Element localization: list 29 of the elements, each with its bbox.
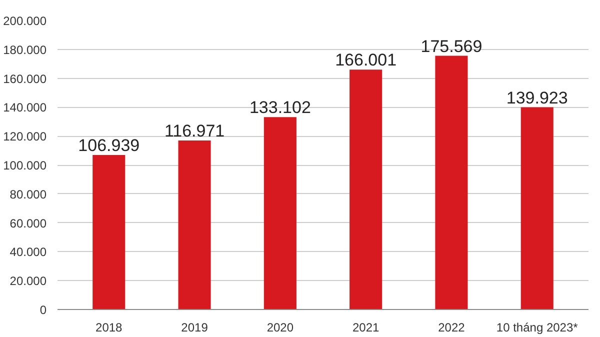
x-tick-label: 2019 [181, 320, 208, 334]
x-tick-label: 2020 [266, 320, 294, 334]
bar [520, 107, 554, 310]
data-label: 116.971 [164, 121, 225, 140]
y-tick-label: 120.000 [3, 130, 47, 144]
y-tick-label: 180.000 [3, 42, 47, 57]
y-tick-label: 140.000 [3, 100, 47, 115]
x-tick-label: 2022 [438, 320, 466, 334]
y-tick-label: 160.000 [3, 72, 47, 86]
x-tick-label: 2018 [96, 320, 123, 334]
y-tick-label: 200.000 [3, 14, 47, 28]
data-label: 175.569 [420, 36, 482, 56]
y-tick-label: 20.000 [10, 274, 47, 288]
y-tick-label: 100.000 [3, 158, 47, 172]
data-label: 139.923 [506, 88, 568, 108]
bar [435, 56, 468, 310]
bar [350, 70, 382, 310]
y-tick-label: 60.000 [10, 216, 47, 230]
bar [92, 154, 126, 310]
y-tick-label: 80.000 [10, 187, 47, 202]
data-label: 166.001 [335, 50, 397, 70]
bar [178, 140, 211, 310]
bar [264, 117, 296, 310]
x-tick-label: 2021 [352, 320, 380, 334]
data-label: 106.939 [78, 136, 140, 155]
data-label: 133.102 [249, 98, 311, 118]
x-tick-label: 10 tháng 2023* [496, 320, 578, 334]
y-tick-label: 0 [40, 303, 47, 317]
y-tick-label: 40.000 [10, 245, 47, 260]
